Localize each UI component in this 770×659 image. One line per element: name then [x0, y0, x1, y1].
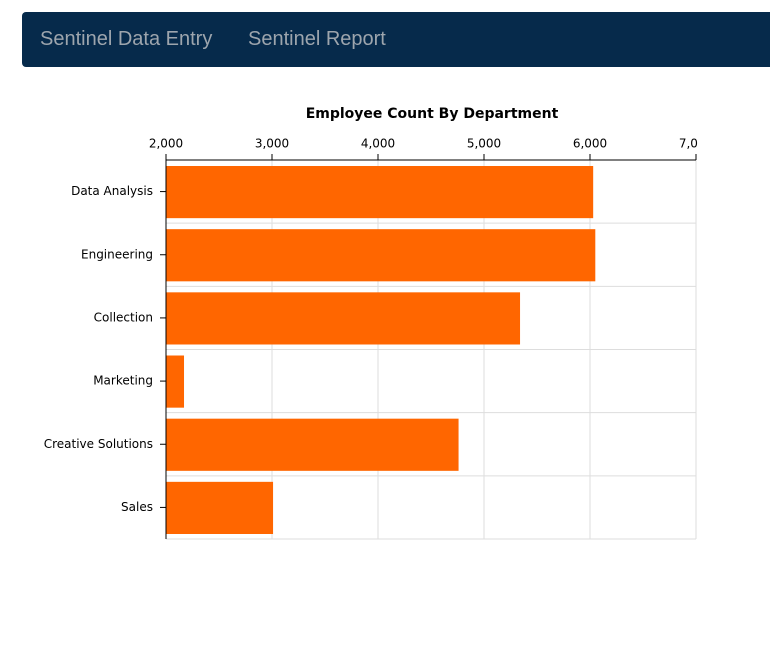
nav-bar: Sentinel Data Entry Sentinel Report: [22, 12, 770, 67]
y-tick-label: Data Analysis: [71, 184, 153, 198]
y-tick-label: Marketing: [93, 374, 153, 388]
y-tick-label: Collection: [94, 310, 153, 324]
bar: [166, 292, 521, 345]
x-axis-labels: 2,000 3,000 4,000 5,000 6,000 7,000: [149, 137, 713, 151]
x-tick-label: 4,000: [361, 137, 395, 151]
bar: [166, 166, 594, 219]
x-tick-label: 6,000: [573, 137, 607, 151]
nav-link[interactable]: Sentinel Data Entry: [40, 28, 213, 50]
chart-title: Employee Count By Department: [306, 106, 559, 122]
x-tick-label: 7,000: [679, 137, 713, 151]
nav-link[interactable]: Sentinel Report: [248, 28, 386, 50]
y-tick-label: Sales: [121, 500, 153, 514]
y-tick-label: Creative Solutions: [44, 437, 153, 451]
bar: [166, 418, 459, 471]
bar: [166, 355, 185, 408]
y-tick-label: Engineering: [81, 247, 153, 261]
x-tick-label: 3,000: [255, 137, 289, 151]
x-tick-label: 2,000: [149, 137, 183, 151]
bar: [166, 481, 274, 534]
bar: [166, 229, 596, 282]
x-tick-label: 5,000: [467, 137, 501, 151]
